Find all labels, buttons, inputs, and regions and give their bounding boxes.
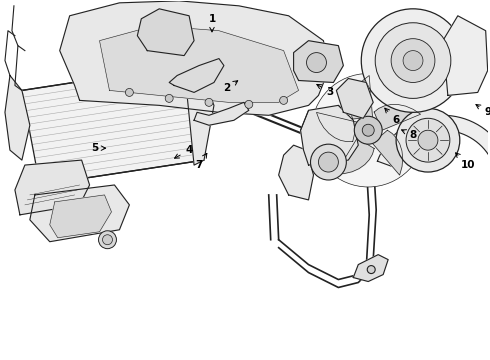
Circle shape (375, 23, 451, 98)
Circle shape (165, 94, 173, 102)
Polygon shape (15, 160, 90, 215)
Circle shape (391, 39, 435, 82)
Circle shape (311, 144, 346, 180)
Text: 12: 12 (0, 359, 1, 360)
Text: 2: 2 (223, 81, 238, 94)
Polygon shape (99, 26, 298, 102)
Polygon shape (194, 102, 249, 125)
Polygon shape (169, 59, 224, 93)
Polygon shape (335, 138, 374, 174)
Polygon shape (137, 9, 194, 55)
Text: 14: 14 (0, 359, 1, 360)
Text: 13: 13 (0, 359, 1, 360)
Polygon shape (372, 130, 403, 175)
Polygon shape (337, 78, 373, 118)
Text: 7: 7 (196, 153, 207, 170)
Circle shape (406, 118, 450, 162)
Text: 8: 8 (402, 130, 416, 140)
Circle shape (98, 231, 117, 249)
Circle shape (362, 124, 374, 136)
Circle shape (102, 235, 113, 245)
Polygon shape (317, 112, 357, 142)
Polygon shape (353, 255, 388, 282)
Text: 10: 10 (456, 153, 475, 170)
Circle shape (280, 96, 288, 104)
Polygon shape (374, 104, 420, 130)
Text: 4: 4 (174, 145, 193, 158)
Circle shape (318, 152, 339, 172)
Circle shape (245, 100, 253, 108)
Circle shape (312, 73, 425, 187)
Polygon shape (50, 195, 111, 238)
Text: 5: 5 (91, 143, 106, 153)
Text: 3: 3 (317, 85, 334, 98)
Circle shape (396, 108, 460, 172)
Text: 6: 6 (385, 108, 400, 125)
Polygon shape (294, 41, 343, 82)
Circle shape (367, 266, 375, 274)
Polygon shape (184, 66, 214, 165)
Circle shape (418, 130, 438, 150)
Polygon shape (279, 145, 314, 200)
Circle shape (403, 51, 423, 71)
Text: 11: 11 (0, 359, 1, 360)
Text: 1: 1 (208, 14, 216, 32)
Polygon shape (443, 16, 488, 95)
Text: 9: 9 (476, 104, 490, 117)
Polygon shape (350, 76, 372, 119)
Polygon shape (377, 115, 490, 175)
Circle shape (361, 9, 465, 112)
Polygon shape (5, 76, 30, 160)
Circle shape (125, 89, 133, 96)
Circle shape (205, 98, 213, 106)
Polygon shape (30, 185, 129, 242)
Polygon shape (60, 1, 328, 115)
Circle shape (354, 116, 382, 144)
Polygon shape (300, 105, 358, 165)
Polygon shape (22, 66, 204, 185)
Circle shape (307, 53, 326, 72)
